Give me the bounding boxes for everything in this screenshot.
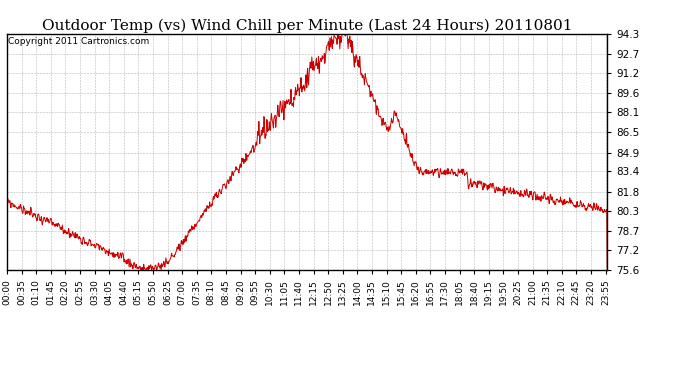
- Text: Copyright 2011 Cartronics.com: Copyright 2011 Cartronics.com: [8, 37, 149, 46]
- Title: Outdoor Temp (vs) Wind Chill per Minute (Last 24 Hours) 20110801: Outdoor Temp (vs) Wind Chill per Minute …: [42, 18, 572, 33]
